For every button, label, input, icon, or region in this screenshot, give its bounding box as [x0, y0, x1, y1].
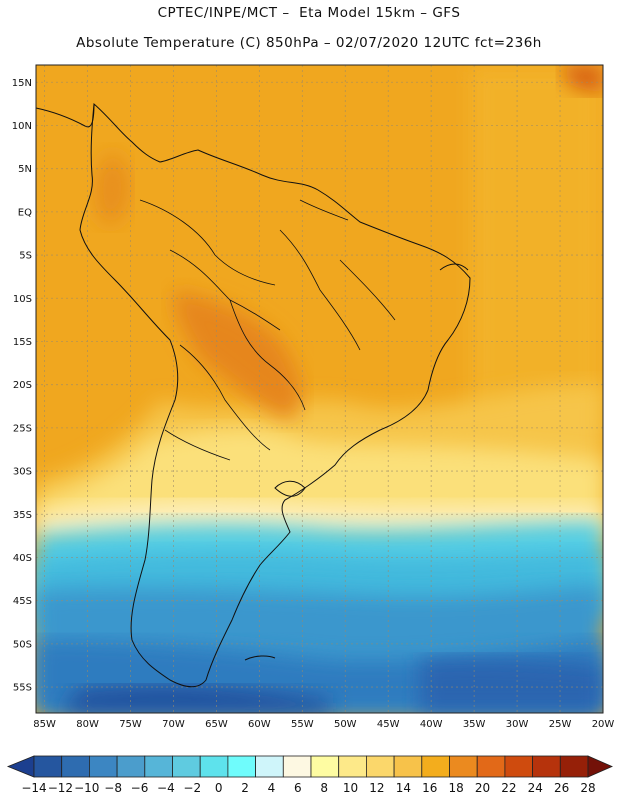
- lat-label: 40S: [13, 553, 32, 564]
- colorbar-swatch: [33, 755, 63, 778]
- colorbar-label: 10: [343, 781, 358, 795]
- lat-label: 10S: [13, 294, 32, 305]
- lat-label: 55S: [13, 683, 32, 694]
- colorbar-label: −8: [104, 781, 122, 795]
- lat-label: 5N: [18, 164, 32, 175]
- lon-label: 30W: [506, 719, 529, 730]
- colorbar-label: −2: [183, 781, 201, 795]
- lon-label: 65W: [205, 719, 228, 730]
- colorbar-swatch: [504, 755, 533, 778]
- colorbar-swatch: [449, 755, 478, 778]
- colorbar-label: −6: [131, 781, 149, 795]
- lon-label: 25W: [549, 719, 572, 730]
- colorbar-swatch: [365, 755, 395, 778]
- lat-label: 15S: [13, 337, 32, 348]
- lon-label: 75W: [119, 719, 142, 730]
- colorbar-max-arrow: [587, 755, 613, 778]
- colorbar-label: 16: [422, 781, 437, 795]
- colorbar-label: −12: [48, 781, 73, 795]
- lat-label: 10N: [12, 121, 32, 132]
- colorbar-label: 24: [528, 781, 543, 795]
- colorbar-swatch: [393, 755, 423, 778]
- lat-label: 25S: [13, 423, 32, 434]
- colorbar: −14 −12 −10 −8 −6 −4 −2 0 2 4 6 8 10 12 14 16 18 20 22 24 26…: [6, 755, 613, 795]
- lat-label: 50S: [13, 639, 32, 650]
- colorbar-swatch: [199, 755, 229, 778]
- colorbar-swatch: [116, 755, 146, 778]
- colorbar-swatch: [532, 755, 561, 778]
- lat-label: 45S: [13, 596, 32, 607]
- map-subtitle: Absolute Temperature (C) 850hPa – 02/07/…: [76, 35, 542, 51]
- colorbar-label: −14: [21, 781, 46, 795]
- colorbar-swatch: [282, 755, 312, 778]
- latitude-labels: 15N 10N 5N EQ 5S 10S 15S 20S 25S 30S 35S 40S 45S 50S 5…: [12, 78, 32, 694]
- lat-label: 5S: [19, 251, 32, 262]
- colorbar-swatch: [338, 755, 367, 778]
- colorbar-swatch: [89, 755, 118, 778]
- colorbar-label: −4: [157, 781, 175, 795]
- colorbar-label: 14: [396, 781, 411, 795]
- colorbar-label: 28: [580, 781, 595, 795]
- lon-label: 55W: [291, 719, 314, 730]
- colorbar-swatch: [172, 755, 201, 778]
- colorbar-label: 4: [268, 781, 276, 795]
- colorbar-min-arrow: [6, 755, 35, 778]
- colorbar-label: 0: [215, 781, 223, 795]
- colorbar-label: 26: [554, 781, 569, 795]
- lat-label: EQ: [18, 207, 32, 218]
- lon-label: 70W: [162, 719, 185, 730]
- colorbar-swatch: [310, 755, 340, 778]
- colorbar-swatch: [144, 755, 173, 778]
- colorbar-swatch: [255, 755, 284, 778]
- colorbar-label: 2: [241, 781, 249, 795]
- lon-label: 50W: [334, 719, 357, 730]
- colorbar-swatch: [476, 755, 506, 778]
- lat-label: 15N: [12, 78, 32, 89]
- colorbar-label: 18: [448, 781, 463, 795]
- lat-label: 35S: [13, 510, 32, 521]
- longitude-labels: 85W 80W 75W 70W 65W 60W 55W 50W 45W 40W 35W 30W 25W 2…: [33, 719, 614, 730]
- colorbar-label: 12: [369, 781, 384, 795]
- colorbar-label: 22: [501, 781, 516, 795]
- lon-label: 85W: [33, 719, 56, 730]
- lon-label: 40W: [420, 719, 443, 730]
- lon-label: 35W: [463, 719, 486, 730]
- colorbar-swatch: [421, 755, 450, 778]
- colorbar-label: 6: [294, 781, 302, 795]
- colorbar-swatch: [61, 755, 90, 778]
- colorbar-label: −10: [74, 781, 99, 795]
- lon-label: 45W: [377, 719, 400, 730]
- colorbar-label: 8: [320, 781, 328, 795]
- country-borders: [139, 199, 396, 461]
- coastlines: [35, 102, 471, 688]
- temperature-field: [36, 65, 603, 713]
- colorbar-swatch: [559, 755, 589, 778]
- map-title: CPTEC/INPE/MCT – Eta Model 15km – GFS: [157, 5, 461, 21]
- lat-label: 20S: [13, 380, 32, 391]
- lat-label: 30S: [13, 467, 32, 478]
- colorbar-swatch: [227, 755, 256, 778]
- lon-label: 80W: [76, 719, 99, 730]
- colorbar-label: 20: [475, 781, 490, 795]
- lon-label: 60W: [248, 719, 271, 730]
- lon-label: 20W: [592, 719, 615, 730]
